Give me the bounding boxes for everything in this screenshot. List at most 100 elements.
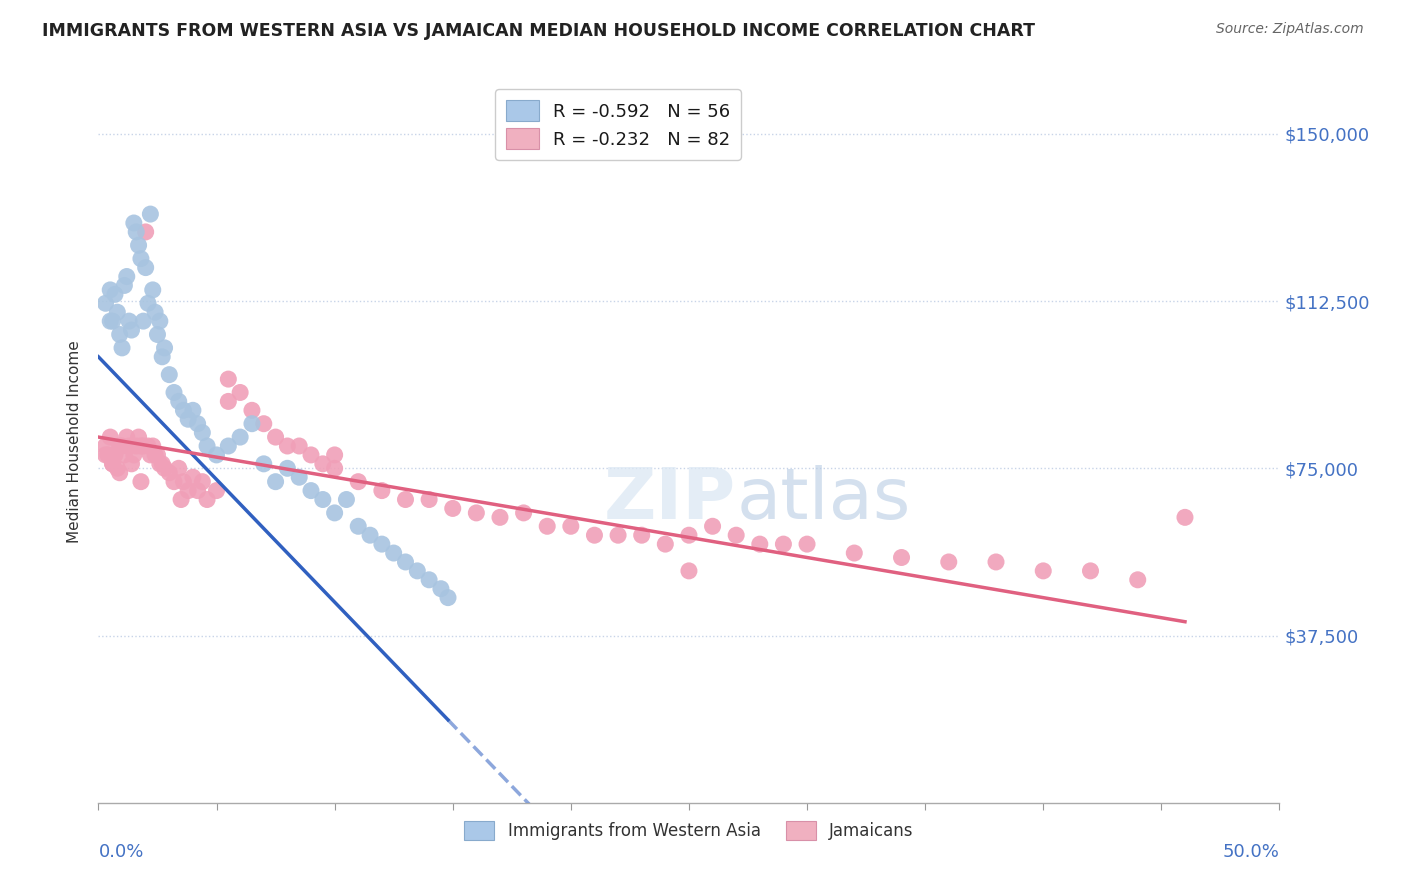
Point <box>111 341 134 355</box>
Point <box>112 278 135 293</box>
Text: atlas: atlas <box>737 465 911 533</box>
Point <box>121 457 143 471</box>
Point <box>465 506 488 520</box>
Point <box>264 475 287 489</box>
Point <box>299 483 322 498</box>
Point <box>177 412 200 426</box>
Point <box>94 439 117 453</box>
Point <box>394 555 416 569</box>
Point <box>748 537 770 551</box>
Point <box>583 528 606 542</box>
Point <box>630 528 652 542</box>
Point <box>135 225 157 239</box>
Point <box>153 461 176 475</box>
Point <box>150 350 173 364</box>
Point <box>229 430 252 444</box>
Point <box>101 457 124 471</box>
Point <box>335 492 357 507</box>
Point <box>253 417 276 431</box>
Point <box>118 314 141 328</box>
Point <box>371 537 394 551</box>
Point <box>163 385 186 400</box>
Point <box>191 425 214 440</box>
Point <box>143 305 166 319</box>
Point <box>1032 564 1054 578</box>
Point <box>157 466 180 480</box>
Point <box>105 461 128 475</box>
Point <box>288 439 311 453</box>
Point <box>128 238 150 252</box>
Point <box>108 466 131 480</box>
Point <box>382 546 405 560</box>
Point <box>125 225 148 239</box>
Point <box>678 528 700 542</box>
Point <box>112 448 135 462</box>
Point <box>359 528 381 542</box>
Point <box>253 457 276 471</box>
Point <box>217 372 239 386</box>
Point <box>115 430 138 444</box>
Point <box>146 448 169 462</box>
Point <box>312 457 335 471</box>
Point <box>489 510 512 524</box>
Point <box>104 287 127 301</box>
Point <box>108 439 131 453</box>
Point <box>139 448 162 462</box>
Point <box>105 305 128 319</box>
Point <box>98 430 121 444</box>
Point <box>181 403 204 417</box>
Point <box>115 269 138 284</box>
Point <box>157 368 180 382</box>
Point <box>430 582 453 596</box>
Point <box>172 403 194 417</box>
Point <box>167 461 190 475</box>
Point <box>240 403 263 417</box>
Point <box>205 483 228 498</box>
Point <box>104 448 127 462</box>
Text: 0.0%: 0.0% <box>98 843 143 861</box>
Text: IMMIGRANTS FROM WESTERN ASIA VS JAMAICAN MEDIAN HOUSEHOLD INCOME CORRELATION CHA: IMMIGRANTS FROM WESTERN ASIA VS JAMAICAN… <box>42 22 1035 40</box>
Point <box>536 519 558 533</box>
Point <box>560 519 582 533</box>
Point <box>1174 510 1197 524</box>
Point <box>276 461 298 475</box>
Point <box>97 448 120 462</box>
Point <box>146 327 169 342</box>
Point <box>288 470 311 484</box>
Point <box>98 314 121 328</box>
Point <box>607 528 630 542</box>
Point <box>122 448 145 462</box>
Point <box>678 564 700 578</box>
Point <box>347 519 370 533</box>
Point <box>167 394 190 409</box>
Point <box>101 314 124 328</box>
Point <box>98 283 121 297</box>
Point <box>129 475 152 489</box>
Point <box>890 550 912 565</box>
Point <box>129 252 152 266</box>
Text: 50.0%: 50.0% <box>1223 843 1279 861</box>
Point <box>177 483 200 498</box>
Point <box>195 439 218 453</box>
Text: ZIP: ZIP <box>605 465 737 533</box>
Point <box>142 283 165 297</box>
Point <box>772 537 794 551</box>
Point <box>187 483 209 498</box>
Point <box>299 448 322 462</box>
Point <box>347 475 370 489</box>
Point <box>512 506 534 520</box>
Point <box>108 327 131 342</box>
Point <box>229 385 252 400</box>
Point <box>1126 573 1149 587</box>
Point <box>702 519 724 533</box>
Point <box>323 461 346 475</box>
Point <box>725 528 748 542</box>
Point <box>136 439 159 453</box>
Point <box>94 296 117 310</box>
Point <box>129 439 152 453</box>
Point <box>240 417 263 431</box>
Point <box>938 555 960 569</box>
Point <box>796 537 818 551</box>
Point <box>125 439 148 453</box>
Point <box>122 216 145 230</box>
